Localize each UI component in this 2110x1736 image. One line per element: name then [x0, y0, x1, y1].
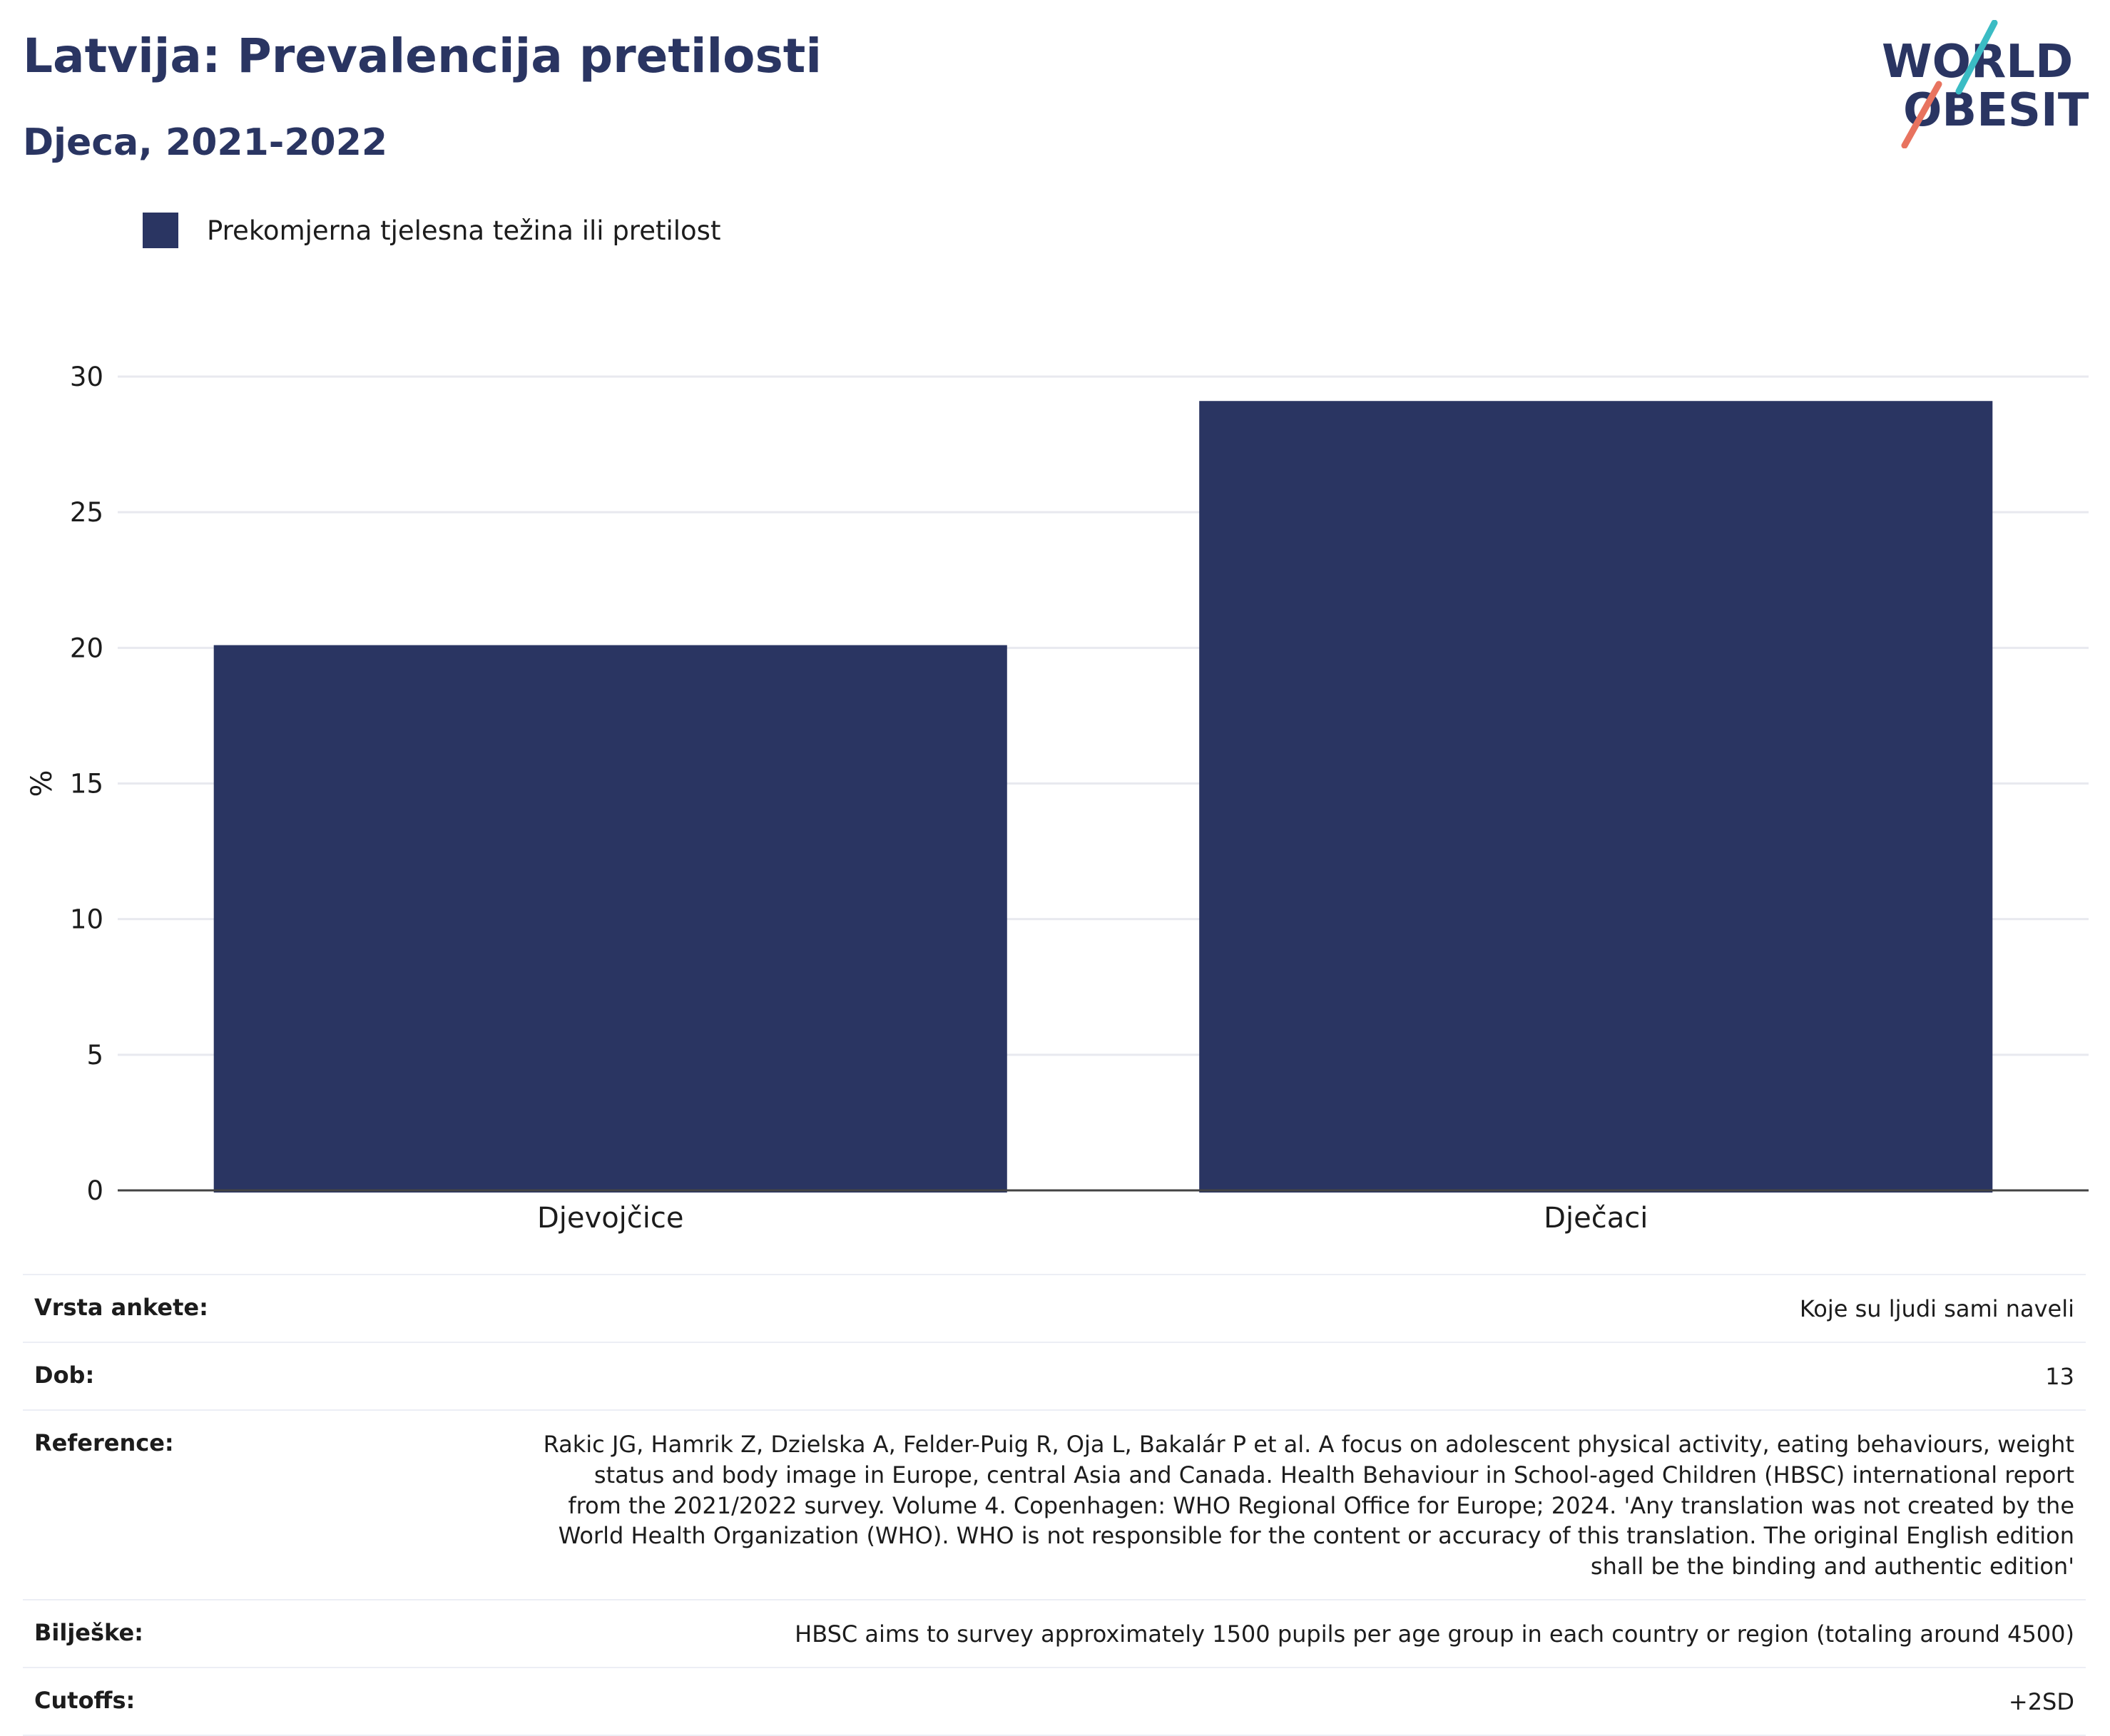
y-axis-label: %: [26, 770, 58, 797]
meta-row-survey-type: Vrsta ankete: Koje su ljudi sami naveli: [23, 1274, 2086, 1342]
bar: [213, 645, 1007, 1193]
logo-slash-coral: [1901, 81, 1942, 149]
y-tick-label: 20: [70, 633, 103, 663]
logo-line2: OBESITY: [1903, 84, 2089, 137]
logo-slash-teal: [1955, 19, 1998, 95]
meta-key: Cutoffs:: [34, 1687, 136, 1714]
meta-row-notes: Bilješke: HBSC aims to survey approximat…: [23, 1599, 2086, 1667]
meta-value: HBSC aims to survey approximately 1500 p…: [795, 1620, 2074, 1648]
y-tick-label: 15: [70, 769, 103, 800]
meta-value: 13: [2045, 1362, 2074, 1390]
meta-row-reference: Reference: Rakic JG, Hamrik Z, Dzielska …: [23, 1409, 2086, 1599]
legend-label: Prekomjerna tjelesna težina ili pretilos…: [207, 215, 721, 246]
metadata-table: Vrsta ankete: Koje su ljudi sami naveli …: [23, 1274, 2086, 1736]
meta-value: +2SD: [2008, 1688, 2074, 1715]
meta-key: Reference:: [34, 1429, 174, 1456]
legend[interactable]: Prekomjerna tjelesna težina ili pretilos…: [143, 213, 720, 248]
meta-row-age: Dob: 13: [23, 1341, 2086, 1409]
meta-value: Koje su ljudi sami naveli: [1799, 1295, 2074, 1322]
world-obesity-logo: WORLD OBESITY: [1860, 19, 2110, 149]
legend-swatch: [143, 213, 178, 248]
x-tick-label: Dječaci: [1544, 1202, 1648, 1234]
chart-title: Latvija: Prevalencija pretilosti: [23, 29, 822, 83]
y-tick-label: 30: [70, 362, 103, 392]
y-tick-label: 10: [70, 904, 103, 935]
bar: [1199, 401, 1993, 1193]
meta-key: Bilješke:: [34, 1619, 143, 1647]
y-tick-label: 5: [86, 1040, 103, 1071]
meta-value: Rakic JG, Hamrik Z, Dzielska A, Felder-P…: [543, 1430, 2074, 1581]
x-tick-label: Djevojčice: [537, 1202, 684, 1234]
meta-key: Vrsta ankete:: [34, 1294, 208, 1321]
meta-row-cutoffs: Cutoffs: +2SD: [23, 1667, 2086, 1736]
y-tick-label: 0: [86, 1175, 103, 1206]
y-tick-label: 25: [70, 497, 103, 528]
meta-key: Dob:: [34, 1361, 95, 1389]
chart-subtitle: Djeca, 2021-2022: [23, 121, 388, 164]
bar-chart: 0 5 10 15 20 25 30% Djevojčice Dječaci: [26, 362, 2089, 1234]
